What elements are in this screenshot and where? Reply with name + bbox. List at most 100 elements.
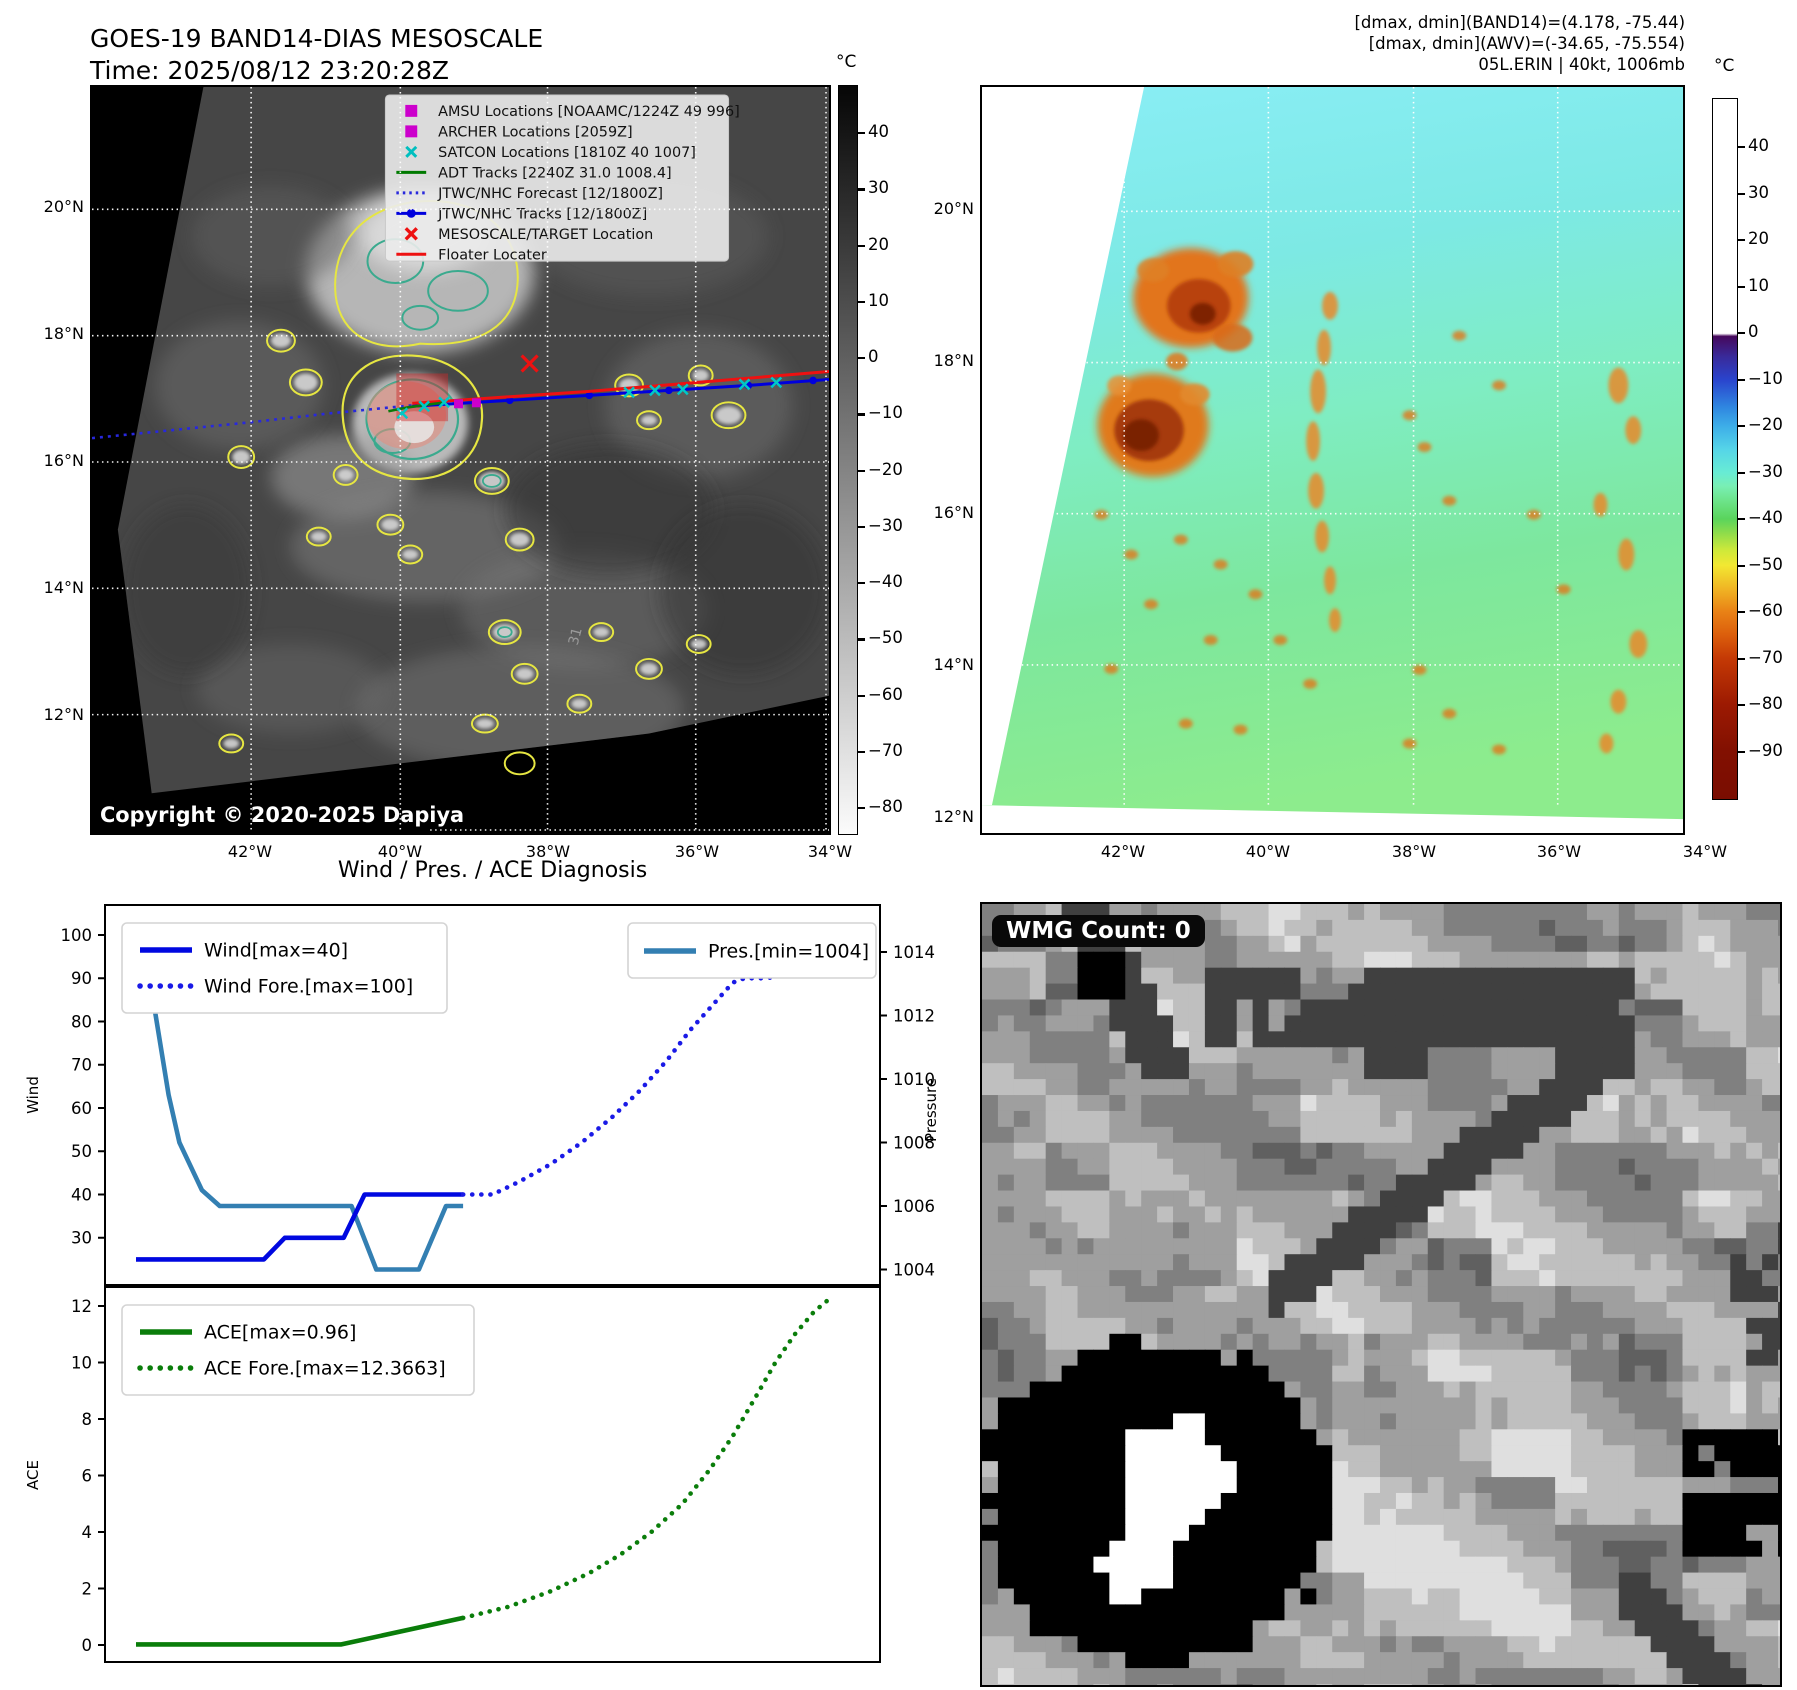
noise-cell — [1411, 1540, 1429, 1558]
noise-cell — [982, 1684, 999, 1685]
noise-cell — [1268, 1365, 1285, 1383]
noise-cell — [1013, 1477, 1031, 1494]
stats-block: [dmax, dmin](BAND14)=(4.178, -75.44) [dm… — [1085, 12, 1685, 75]
noise-cell — [1698, 1461, 1715, 1478]
noise-cell — [1586, 1556, 1604, 1574]
noise-cell — [1316, 1222, 1333, 1239]
noise-cell — [1204, 951, 1222, 969]
noise-cell — [1125, 1095, 1142, 1112]
noise-cell — [1698, 1397, 1715, 1414]
noise-cell — [1507, 1079, 1524, 1096]
noise-cell — [1332, 1063, 1349, 1080]
noise-cell — [1157, 1333, 1174, 1351]
noise-cell — [1555, 1110, 1572, 1128]
noise-cell — [1220, 1636, 1238, 1653]
noise-cell — [1141, 1652, 1158, 1669]
noise-cell — [1125, 1317, 1142, 1335]
noise-cell — [1300, 904, 1317, 921]
noise-cell — [1236, 951, 1254, 969]
noise-cell — [1602, 983, 1620, 1001]
noise-cell — [1268, 1636, 1285, 1653]
noise-cell — [1300, 1477, 1317, 1494]
noise-cell — [1555, 904, 1572, 921]
noise-cell — [1730, 904, 1747, 921]
noise-cell — [1045, 1588, 1063, 1605]
noise-cell — [1762, 904, 1779, 921]
noise-cell — [1586, 1508, 1604, 1526]
noise-cell — [1268, 1556, 1285, 1574]
noise-cell — [1173, 1015, 1190, 1032]
noise-cell — [1157, 1429, 1174, 1446]
noise-cell — [1045, 1254, 1063, 1271]
noise-cell — [1618, 999, 1636, 1016]
noise-cell — [1586, 1572, 1604, 1589]
noise-cell — [1682, 1126, 1699, 1144]
noise-cell — [1125, 1270, 1142, 1287]
noise-cell — [1332, 1238, 1349, 1255]
noise-cell — [1571, 1684, 1588, 1685]
noise-cell — [1714, 919, 1731, 937]
noise-cell — [1634, 935, 1652, 953]
noise-cell — [1714, 1110, 1731, 1128]
noise-cell — [1507, 1397, 1524, 1414]
noise-cell — [1443, 1397, 1461, 1414]
noise-cell — [1539, 1636, 1556, 1653]
noise-cell — [1061, 1015, 1079, 1032]
noise-cell — [1332, 1126, 1349, 1144]
noise-cell — [1284, 1206, 1301, 1223]
noise-cell — [1077, 967, 1094, 985]
noise-cell — [1523, 1333, 1540, 1351]
noise-cell — [1380, 1668, 1397, 1685]
noise-cell — [1730, 1349, 1747, 1367]
noise-cell — [1284, 1142, 1301, 1160]
noise-cell — [1778, 1031, 1780, 1048]
noise-cell — [1459, 1524, 1477, 1542]
noise-cell — [1173, 1477, 1190, 1494]
noise-cell — [1316, 1652, 1333, 1669]
noise-cell — [1364, 1349, 1381, 1367]
noise-cell — [1507, 1620, 1524, 1637]
noise-cell — [1141, 1636, 1158, 1653]
noise-cell — [1395, 951, 1413, 969]
noise-cell — [1427, 1031, 1445, 1048]
noise-cell — [1236, 1413, 1254, 1430]
noise-cell — [1013, 1206, 1031, 1223]
noise-cell — [1602, 935, 1620, 953]
noise-cell — [1300, 1684, 1317, 1685]
noise-cell — [1571, 1238, 1588, 1255]
noise-cell — [1666, 1620, 1683, 1637]
noise-cell — [1045, 1381, 1063, 1398]
awv-colorbar — [1712, 98, 1738, 800]
noise-cell — [1188, 1158, 1206, 1176]
noise-cell — [1109, 1126, 1126, 1144]
y-axis-label: Wind — [24, 1076, 42, 1114]
noise-cell — [1762, 1652, 1779, 1669]
noise-cell — [1157, 1015, 1174, 1032]
noise-cell — [1762, 1684, 1779, 1685]
noise-cell — [1555, 1652, 1572, 1669]
noise-cell — [1650, 1079, 1668, 1096]
noise-cell — [1252, 1445, 1270, 1462]
noise-cell — [982, 1174, 999, 1192]
noise-cell — [1204, 1031, 1222, 1048]
noise-cell — [1125, 1556, 1142, 1574]
noise-cell — [1252, 1492, 1270, 1510]
noise-cell — [1762, 1397, 1779, 1414]
noise-cell — [1093, 1620, 1110, 1637]
noise-cell — [1586, 1286, 1604, 1303]
noise-cell — [1013, 1461, 1031, 1478]
noise-cell — [1586, 1461, 1604, 1478]
noise-cell — [1427, 1349, 1445, 1367]
noise-cell — [1491, 1572, 1508, 1589]
lon-tick-label: 40°W — [1245, 842, 1291, 861]
noise-cell — [1427, 1604, 1445, 1621]
noise-cell — [1284, 1015, 1301, 1032]
noise-cell — [1459, 1095, 1477, 1112]
noise-cell — [1141, 1477, 1158, 1494]
noise-cell — [1507, 1540, 1524, 1558]
noise-cell — [1618, 1142, 1636, 1160]
colorbar-tick — [858, 638, 865, 641]
noise-cell — [1061, 1174, 1079, 1192]
noise-cell — [1539, 1190, 1556, 1207]
noise-cell — [1778, 1206, 1780, 1223]
